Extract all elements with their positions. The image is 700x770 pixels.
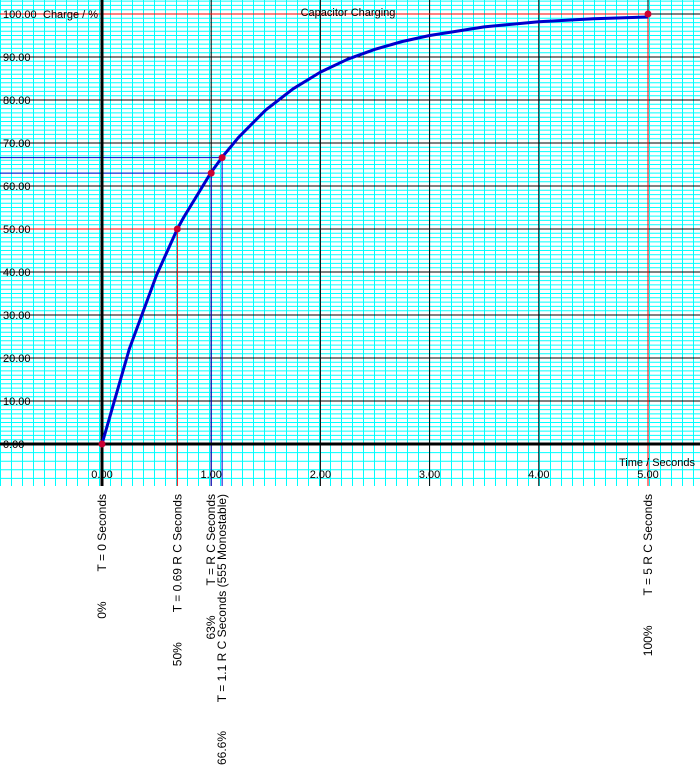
annotation-time: T = R C Seconds	[204, 494, 218, 586]
annotation-percent: 100%	[641, 625, 655, 656]
x-tick-label: 3.00	[419, 469, 440, 481]
y-tick-label: 0.00	[3, 439, 24, 451]
annotation: T = 1.1 R C Seconds (555 Monostable) 66.6…	[215, 494, 229, 765]
y-tick-label: 30.00	[3, 310, 31, 322]
x-tick-label: 2.00	[310, 469, 331, 481]
fine-grid	[0, 0, 700, 486]
annotation-percent: 63%	[204, 615, 218, 639]
x-tick-label: 1.00	[200, 469, 221, 481]
annotation-time: T = 0.69 R C Seconds	[170, 494, 184, 612]
annotation: T = 5 R C Seconds 100%	[641, 494, 655, 656]
data-point	[207, 169, 215, 177]
annotation: T = 0 Seconds 0%	[95, 494, 109, 619]
chart-title: Capacitor Charging	[301, 7, 396, 19]
data-point	[173, 225, 181, 233]
y-tick-label: 90.00	[3, 52, 31, 64]
annotation-percent: 66.6%	[215, 731, 229, 765]
data-point	[644, 10, 652, 18]
annotation: T = 0.69 R C Seconds 50%	[170, 494, 184, 666]
x-tick-label: 0.00	[91, 469, 112, 481]
data-point	[98, 440, 106, 448]
y-tick-label: 10.00	[3, 396, 31, 408]
guide-lines	[0, 13, 649, 486]
y-tick-label: 60.00	[3, 181, 31, 193]
x-tick-label: 4.00	[528, 469, 549, 481]
annotation: T = R C Seconds 63%	[204, 494, 218, 640]
y-tick-label: 70.00	[3, 138, 31, 150]
x-axis-label: Time / Seconds	[619, 457, 696, 469]
y-tick-label: 20.00	[3, 353, 31, 365]
annotation-time: T = 5 R C Seconds	[641, 494, 655, 596]
annotation-time: T = 0 Seconds	[95, 494, 109, 572]
y-tick-label: 50.00	[3, 224, 31, 236]
y-tick-label: 100.00	[3, 9, 37, 21]
y-axis-label: Charge / %	[43, 9, 98, 21]
annotation-percent: 0%	[95, 601, 109, 619]
y-tick-label: 40.00	[3, 267, 31, 279]
tick-labels: 0.00 10.00 20.00 30.00 40.00 50.00 60.00 70.00 8…	[3, 9, 659, 481]
axes	[0, 0, 700, 486]
data-point	[218, 154, 226, 162]
y-tick-label: 80.00	[3, 95, 31, 107]
annotation-percent: 50%	[170, 642, 184, 666]
marker-layer	[98, 10, 652, 448]
annotation-time: T = 1.1 R C Seconds (555 Monostable)	[215, 494, 229, 702]
x-tick-label: 5.00	[637, 469, 658, 481]
